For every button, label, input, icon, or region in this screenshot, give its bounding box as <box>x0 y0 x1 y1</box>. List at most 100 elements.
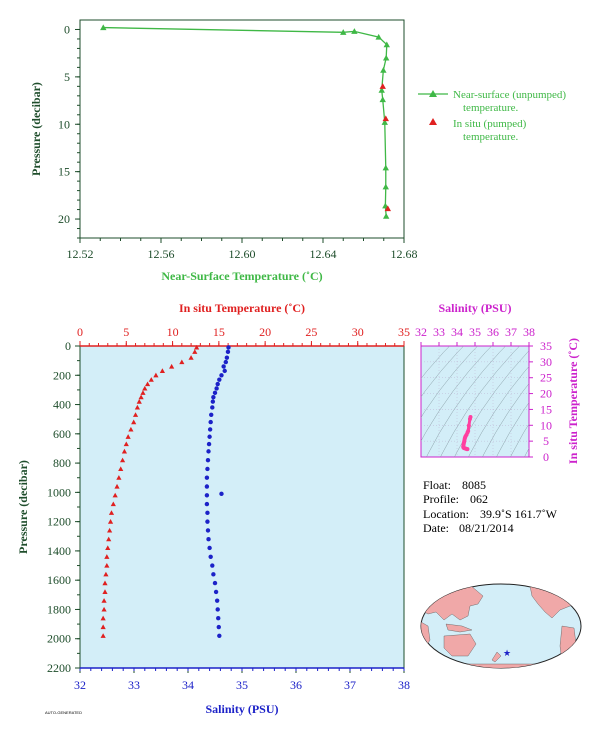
x-tick-label: 12.60 <box>229 247 256 261</box>
salinity-point <box>205 510 210 516</box>
salinity-point <box>204 484 210 489</box>
salinity-point <box>216 616 221 621</box>
profile-pressure-ticks: 0 200 400 600 800 1000 1200 1400 1600 1800 2000 220… <box>47 339 80 675</box>
pressure-tick-label: 600 <box>53 427 71 441</box>
salinity-point <box>204 475 210 480</box>
temperature-point <box>153 372 159 378</box>
temperature-point <box>102 589 108 594</box>
data-point <box>351 28 358 34</box>
temp-tick-label: 25 <box>305 325 317 339</box>
location-label: Location: <box>423 507 469 521</box>
temp-tick-label: 20 <box>259 325 271 339</box>
pressure-tick-label: 1800 <box>47 602 71 616</box>
y-tick-label: 0 <box>64 22 70 36</box>
salinity-profile <box>204 345 231 638</box>
float-value: 8085 <box>462 478 486 492</box>
ts-temp-tick-label: 35 <box>540 339 552 353</box>
temperature-point <box>136 399 142 404</box>
ts-sal-tick-label: 35 <box>469 325 481 339</box>
y-tick-label: 10 <box>58 117 70 131</box>
data-point <box>382 183 389 190</box>
temperature-point <box>112 492 118 498</box>
legend-label-unpumped-1: Near-surface (unpumped) <box>453 89 566 101</box>
salinity-point <box>221 364 226 369</box>
salinity-point <box>214 598 220 603</box>
profile-top-axis-label: In situ Temperature (˚C) <box>179 301 305 315</box>
near-surface-x-ticks: 12.52 12.56 12.60 12.64 12.68 <box>67 238 418 261</box>
temperature-point <box>104 562 110 568</box>
sal-tick-label: 34 <box>182 678 194 692</box>
temperature-point <box>119 457 126 463</box>
pressure-tick-label: 1200 <box>47 515 71 529</box>
ts-point <box>467 416 472 421</box>
legend-marker-red <box>429 118 437 125</box>
pressure-tick-label: 800 <box>53 456 71 470</box>
data-point <box>382 54 390 61</box>
density-contour <box>421 346 464 398</box>
antarctica-land <box>421 663 581 668</box>
salinity-point <box>204 493 210 498</box>
data-point <box>383 41 390 48</box>
temperature-point <box>123 441 129 447</box>
pressure-tick-label: 1000 <box>47 485 71 499</box>
salinity-point <box>215 381 220 387</box>
temp-tick-label: 0 <box>77 325 83 339</box>
salinity-point <box>204 501 210 507</box>
ts-point <box>465 447 470 452</box>
ts-sal-tick-label: 32 <box>415 325 427 339</box>
profile-bottom-axis-label: Salinity (PSU) <box>205 702 278 716</box>
temperature-point <box>159 368 165 373</box>
temperature-point <box>188 355 194 360</box>
temp-tick-label: 30 <box>352 325 364 339</box>
profile-value: 062 <box>470 492 488 506</box>
temperature-point <box>179 359 185 365</box>
temperature-point <box>114 483 120 489</box>
profile-plot-area <box>79 345 405 669</box>
ts-sal-tick-label: 34 <box>451 325 463 339</box>
pressure-tick-label: 1600 <box>47 573 71 587</box>
date-value: 08/21/2014 <box>459 521 514 535</box>
ts-right-axis-label: In situ Temperature (˚C) <box>566 338 580 464</box>
profile-salinity-ticks: 32 33 34 35 36 37 38 <box>74 668 410 692</box>
near-surface-series <box>100 24 391 219</box>
australia-land <box>443 633 477 657</box>
ts-point <box>466 423 471 428</box>
ts-salinity-ticks: 32 33 34 35 36 37 38 <box>415 325 535 346</box>
sal-tick-label: 33 <box>128 678 140 692</box>
ts-top-axis-label: Salinity (PSU) <box>438 301 511 315</box>
temperature-point <box>144 381 151 387</box>
temperature-point <box>100 624 106 630</box>
salinity-point <box>206 449 211 454</box>
pressure-tick-label: 1400 <box>47 544 71 558</box>
temperature-point <box>194 344 200 350</box>
salinity-point <box>210 405 215 410</box>
temperature-profile <box>100 344 200 638</box>
near-surface-legend: Near-surface (unpumped) temperature. In … <box>418 89 566 143</box>
salinity-point <box>213 589 219 595</box>
salinity-point <box>223 359 228 365</box>
legend-label-pumped-1: In situ (pumped) <box>453 118 527 130</box>
near-surface-x-axis-label: Near-Surface Temperature (˚C) <box>161 269 322 283</box>
ts-temp-tick-label: 15 <box>540 402 552 416</box>
sal-tick-label: 38 <box>398 678 410 692</box>
data-point <box>382 115 389 122</box>
x-tick-label: 12.52 <box>67 247 94 261</box>
sal-tick-label: 36 <box>290 678 302 692</box>
data-point <box>382 213 390 219</box>
salinity-point <box>207 545 212 551</box>
ts-temp-tick-label: 5 <box>543 434 549 448</box>
density-contour <box>421 346 492 442</box>
salinity-point <box>205 528 211 533</box>
salinity-point <box>208 419 213 425</box>
x-tick-label: 12.56 <box>148 247 175 261</box>
salinity-point <box>216 624 221 630</box>
salinity-point <box>225 349 231 355</box>
pressure-tick-label: 2000 <box>47 632 71 646</box>
temperature-point <box>104 554 110 559</box>
ts-density-contours <box>421 346 529 457</box>
temp-tick-label: 10 <box>167 325 179 339</box>
temperature-point <box>102 580 108 586</box>
near-surface-chart: 12.52 12.56 12.60 12.64 12.68 0 5 10 15 20 Near-… <box>29 19 566 283</box>
